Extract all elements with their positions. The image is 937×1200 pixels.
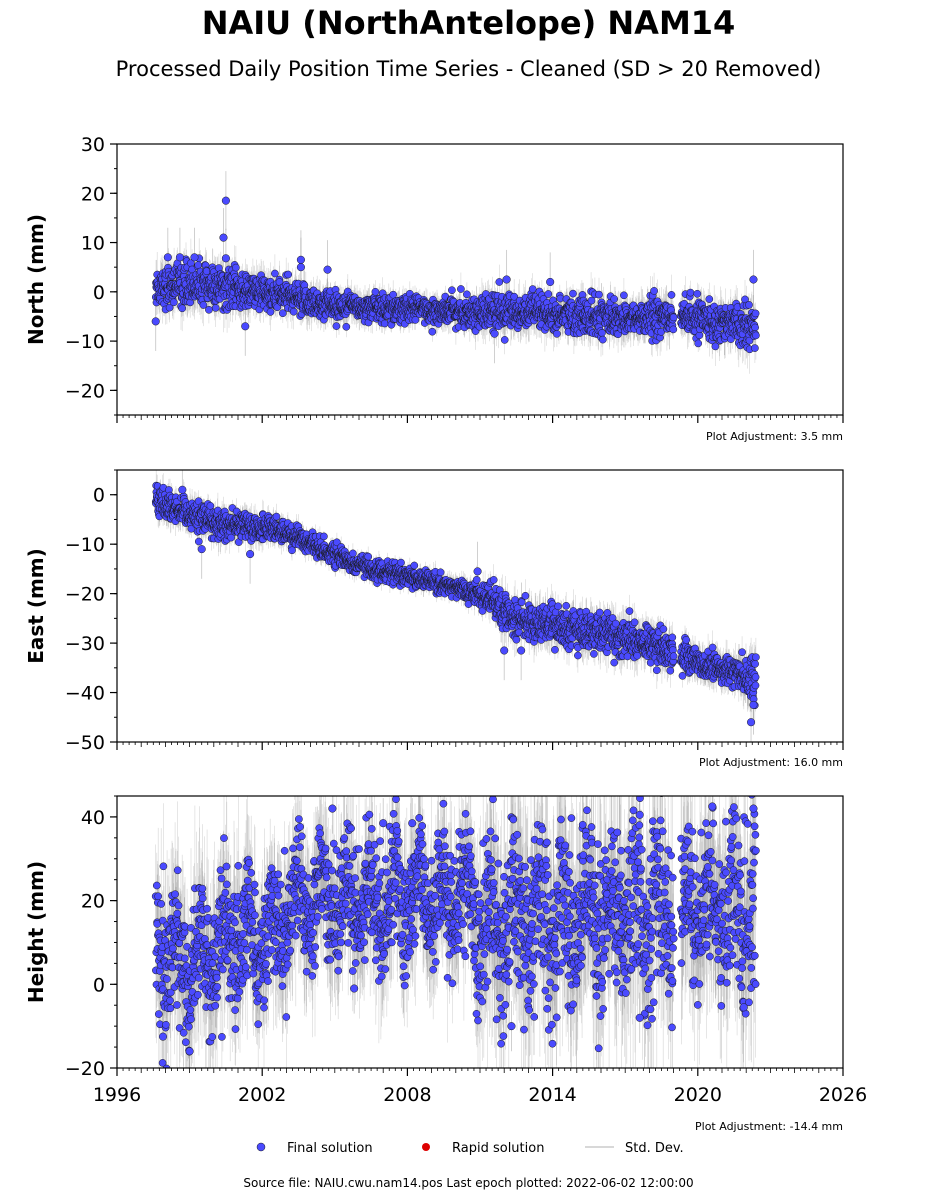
north-final-point (546, 277, 555, 287)
north-final-point (284, 270, 293, 279)
chart-title: NAIU (NorthAntelope) NAM14 (201, 4, 736, 42)
north-final-point (595, 290, 603, 299)
panels-layer: −20 −10 0 10 20 30 North (mm) Plot Adjustment: … (24, 134, 867, 1133)
east-stddev-bars (155, 470, 757, 742)
north-final-point (749, 275, 758, 284)
north-final-point (705, 295, 714, 303)
north-final-point (553, 329, 561, 338)
north-final-point (278, 309, 287, 318)
north-final-point (457, 285, 465, 293)
north-final-point (686, 288, 695, 297)
north-final-point (751, 344, 759, 352)
north-final-point (745, 301, 753, 309)
north-final-point (448, 286, 456, 295)
north-final-point (296, 255, 305, 264)
north-y-tick-label: 10 (81, 233, 105, 255)
north-final-point (569, 289, 577, 298)
north-final-point (510, 292, 519, 301)
north-y-tick-label: −20 (65, 380, 105, 402)
north-final-point (271, 269, 279, 278)
north-final-point (587, 296, 596, 305)
north-y-axis-label: North (mm) (24, 214, 48, 345)
north-final-point (711, 342, 720, 351)
north-final-point (751, 323, 759, 332)
north-final-point (205, 305, 213, 314)
north-final-point (165, 303, 174, 312)
north-final-point (694, 339, 703, 348)
east-plot-area (151, 470, 760, 742)
north-final-point (428, 327, 437, 336)
north-final-point (650, 287, 658, 295)
north-panel: −20 −10 0 10 20 30 North (mm) Plot Adjustment: … (24, 134, 844, 443)
north-final-point (221, 254, 230, 263)
north-final-point (332, 322, 341, 330)
north-final-point (371, 287, 380, 296)
north-final-point (296, 263, 305, 272)
north-final-point (169, 298, 178, 307)
north-final-point (232, 263, 240, 272)
north-final-point (544, 290, 553, 298)
north-final-point (752, 331, 760, 340)
north-final-point (221, 196, 230, 205)
north-final-point (266, 308, 275, 316)
north-final-point (389, 290, 398, 299)
north-final-point (211, 304, 220, 312)
north-final-point (669, 313, 678, 322)
north-plot-area (151, 171, 760, 374)
north-final-point (219, 233, 228, 242)
north-final-point (463, 290, 471, 299)
north-final-point (495, 278, 504, 286)
north-final-point (620, 291, 628, 300)
north-final-point (502, 275, 511, 284)
north-final-point (241, 322, 250, 331)
north-final-point (500, 336, 509, 344)
north-final-point (194, 261, 203, 269)
north-y-tick-label: 0 (93, 282, 105, 304)
north-plot-adjustment: Plot Adjustment: 3.5 mm (706, 430, 843, 443)
north-final-point (199, 301, 208, 309)
north-final-point (163, 253, 172, 262)
north-final-point (598, 335, 607, 344)
north-final-point (342, 322, 351, 331)
north-final-point (693, 289, 702, 298)
north-final-point (490, 329, 499, 338)
north-final-point (190, 253, 199, 262)
north-final-point (151, 317, 160, 326)
north-points (151, 196, 760, 354)
north-final-point (178, 304, 187, 313)
north-final-point (667, 291, 676, 299)
north-final-point (751, 309, 760, 318)
north-final-point (669, 325, 678, 334)
north-final-point (598, 329, 606, 337)
north-final-point (528, 285, 537, 293)
north-final-point (323, 265, 332, 274)
north-y-tick-label: 30 (81, 134, 105, 156)
north-y-tick-label: −10 (65, 331, 105, 353)
chart-subtitle: Processed Daily Position Time Series - C… (115, 57, 822, 81)
north-final-point (610, 295, 619, 303)
north-final-point (289, 307, 298, 316)
north-y-tick-label: 20 (81, 183, 105, 205)
north-final-point (175, 253, 184, 262)
